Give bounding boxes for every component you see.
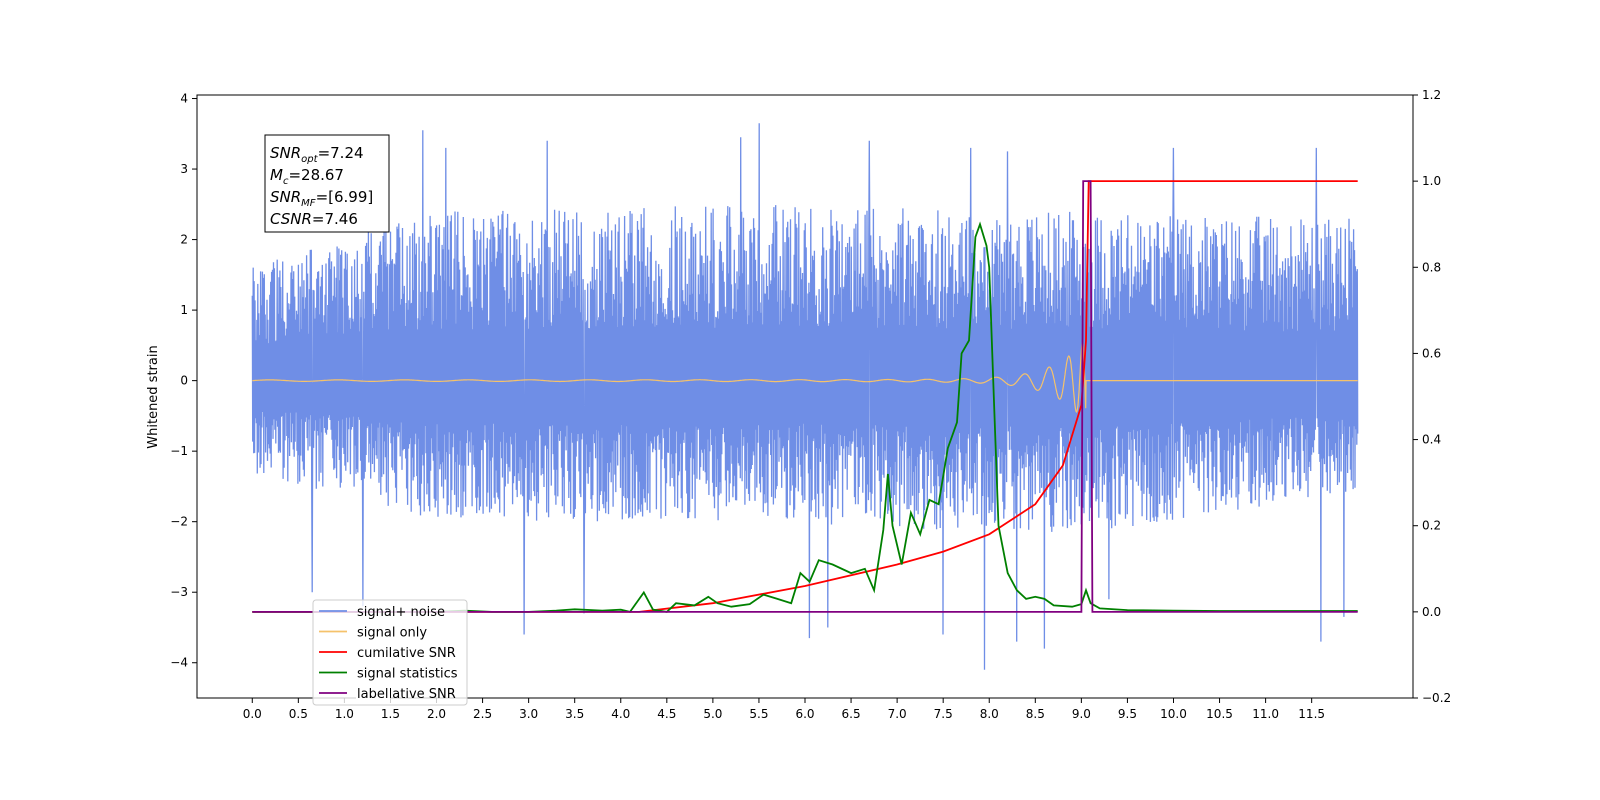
y2-tick-label: 1.2	[1422, 88, 1441, 102]
y2-tick-label: 0.8	[1422, 260, 1441, 274]
y2-tick-label: −0.2	[1422, 691, 1451, 705]
series-signal-noise	[251, 123, 1359, 670]
y-tick-label: −4	[170, 656, 188, 670]
series-signal-only	[252, 341, 1358, 413]
y-axis-right: 1.2 1.0 0.8 0.6 0.4 0.2 0.0 −0.2	[1413, 88, 1451, 705]
x-tick-label: 3.5	[565, 707, 584, 721]
annotation-line: SNRopt=7.24	[270, 144, 364, 165]
x-tick-label: 7.5	[934, 707, 953, 721]
legend-label: signal only	[357, 626, 427, 641]
y2-tick-label: 0.2	[1422, 519, 1441, 533]
x-tick-label: 2.5	[473, 707, 492, 721]
x-tick-label: 5.5	[749, 707, 768, 721]
y-axis-label: Whitened strain	[146, 345, 161, 448]
x-tick-label: 3.0	[519, 707, 538, 721]
x-axis: 0.0 0.5 1.0 1.5 2.0 2.5 3.0 3.5 4.0 4.5 5.0 5.5 6.0 6…	[243, 698, 1325, 721]
y2-tick-label: 0.4	[1422, 433, 1441, 447]
y2-tick-label: 0.6	[1422, 346, 1441, 360]
annotation-frame	[264, 134, 390, 233]
y2-tick-label: 1.0	[1422, 174, 1441, 188]
y2-tick-label: 0.0	[1422, 605, 1441, 619]
x-tick-label: 10.5	[1206, 707, 1233, 721]
y-tick-label: −2	[170, 515, 188, 529]
x-tick-label: 6.0	[795, 707, 814, 721]
series-group	[251, 123, 1359, 670]
y-tick-label: 2	[180, 233, 188, 247]
annotation-line: Mc=28.67	[270, 166, 344, 187]
x-tick-label: 9.0	[1072, 707, 1091, 721]
x-tick-label: 11.5	[1298, 707, 1325, 721]
y-tick-label: −3	[170, 585, 188, 599]
annotation-line: SNRMF=[6.99]	[270, 188, 373, 209]
series-label	[252, 180, 1358, 613]
legend-label: signal+ noise	[357, 605, 445, 620]
legend-label: cumilative SNR	[357, 646, 456, 661]
x-tick-label: 7.0	[888, 707, 907, 721]
x-tick-label: 1.5	[381, 707, 400, 721]
x-tick-label: 8.5	[1026, 707, 1045, 721]
legend-frame	[312, 599, 468, 706]
y-tick-label: 0	[180, 374, 188, 388]
x-tick-label: 9.5	[1118, 707, 1137, 721]
series-signal-statistics	[252, 221, 1358, 613]
legend-ghost-mask	[356, 685, 390, 702]
y-axis-left: 4 3 2 1 0 −1 −2 −3 −4	[170, 92, 197, 670]
x-tick-label: 11.0	[1252, 707, 1279, 721]
legend-label-overlay: label	[357, 687, 388, 702]
x-tick-label: 8.0	[980, 707, 999, 721]
y-tick-label: 4	[180, 92, 188, 106]
y-tick-label: 3	[180, 162, 188, 176]
x-tick-label: 6.5	[842, 707, 861, 721]
x-tick-label: 1.0	[335, 707, 354, 721]
x-tick-label: 0.5	[289, 707, 308, 721]
x-tick-label: 4.5	[657, 707, 676, 721]
x-tick-label: 10.0	[1160, 707, 1187, 721]
x-tick-label: 4.0	[611, 707, 630, 721]
x-tick-label: 5.0	[703, 707, 722, 721]
series-cumilative-snr	[252, 180, 1358, 613]
y-tick-label: −1	[170, 444, 188, 458]
legend: signal+ noise signal only cumilative SNR si…	[312, 599, 468, 706]
legend-label: signal statistics	[357, 667, 458, 682]
x-tick-label: 2.0	[427, 707, 446, 721]
annotation-line: CSNR=7.46	[270, 210, 358, 228]
x-tick-label: 0.0	[243, 707, 262, 721]
y-tick-label: 1	[180, 303, 188, 317]
